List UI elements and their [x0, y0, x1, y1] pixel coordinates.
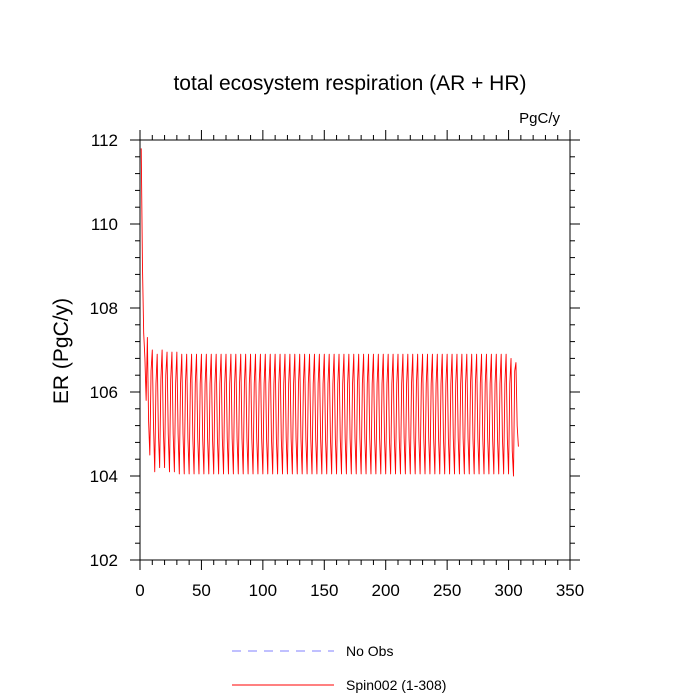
plot-frame — [139, 139, 571, 561]
x-tick-label: 200 — [372, 581, 400, 600]
x-tick-label: 150 — [310, 581, 338, 600]
y-axis-label: ER (PgC/y) — [50, 298, 73, 404]
x-tick-label: 350 — [556, 581, 584, 600]
axis-tick-labels: 0 50 100 150 200 250 300 350 102 104 106 108 110 112 — [90, 131, 585, 600]
legend: No Obs Spin002 (1-308) — [232, 643, 446, 693]
y-tick-label: 102 — [90, 551, 118, 570]
legend-label-no-obs: No Obs — [346, 643, 393, 659]
series-line-spin002 — [140, 148, 519, 477]
x-tick-label: 100 — [249, 581, 277, 600]
x-tick-label: 0 — [135, 581, 144, 600]
units-label: PgC/y — [519, 110, 560, 127]
axis-ticks — [130, 130, 580, 570]
y-tick-label: 108 — [90, 299, 118, 318]
y-tick-label: 110 — [91, 215, 118, 234]
y-tick-label: 104 — [90, 467, 118, 486]
chart-title: total ecosystem respiration (AR + HR) — [173, 72, 526, 95]
legend-label-spin002: Spin002 (1-308) — [346, 677, 446, 693]
y-tick-label: 112 — [91, 131, 118, 150]
series-group — [140, 148, 519, 477]
y-tick-label: 106 — [90, 383, 118, 402]
x-tick-label: 250 — [433, 581, 461, 600]
x-tick-label: 50 — [192, 581, 211, 600]
x-tick-label: 300 — [494, 581, 522, 600]
